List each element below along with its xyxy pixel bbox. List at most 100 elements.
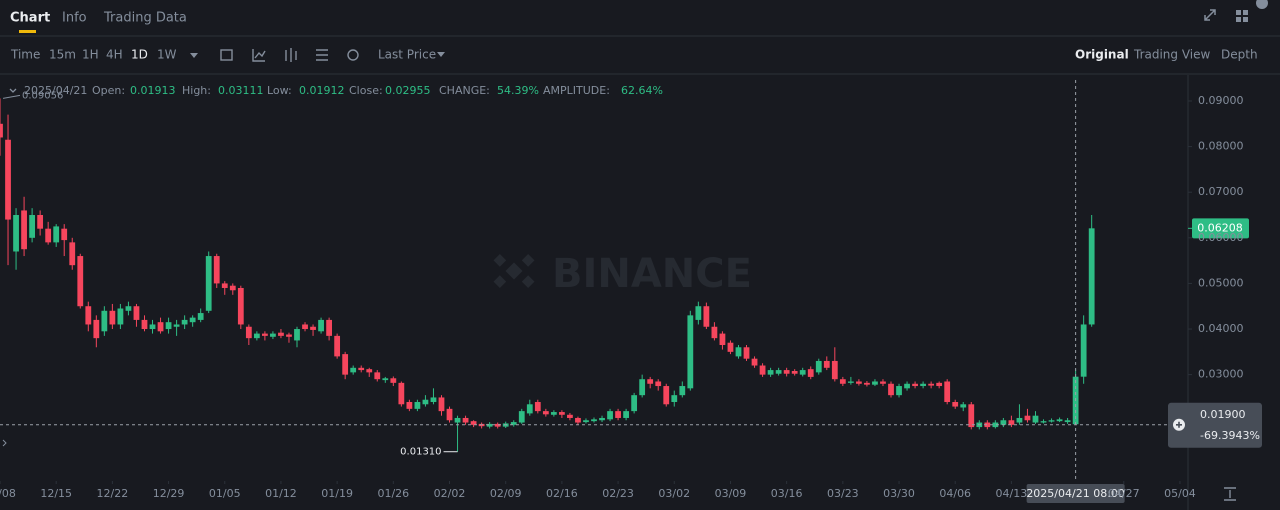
close-icon[interactable]	[1256, 0, 1268, 9]
x-tick-label: 02/23	[602, 487, 634, 500]
y-tick-label: 0.07000	[1198, 185, 1244, 198]
candle-body	[526, 404, 533, 414]
x-tick-label: 03/02	[658, 487, 690, 500]
x-tick-label: 03/16	[771, 487, 803, 500]
layout-icon[interactable]	[1236, 10, 1248, 22]
more-intervals[interactable]	[190, 53, 198, 58]
view-tab[interactable]: Depth	[1221, 48, 1258, 62]
header-label: CHANGE:	[439, 84, 490, 97]
interval[interactable]: 1W	[157, 48, 177, 62]
header-value: 0.01913	[130, 84, 176, 97]
candle-body	[93, 319, 100, 339]
candle-body	[1080, 324, 1087, 377]
candle-body	[1040, 421, 1047, 423]
header-value: 62.64%	[621, 84, 663, 97]
candle-body	[1056, 419, 1063, 422]
indicator-icon[interactable]	[252, 49, 266, 62]
candle-body	[253, 333, 260, 339]
candle-body	[462, 417, 469, 423]
x-tick-label: 12/22	[97, 487, 129, 500]
last-price: 0.06208	[1197, 221, 1243, 234]
add-alert-plus	[1176, 421, 1182, 428]
candle-body	[920, 383, 926, 387]
candle-body	[117, 308, 124, 325]
candle-body	[510, 422, 517, 425]
candle-body	[936, 382, 943, 387]
candle-body	[1048, 420, 1055, 422]
x-tick-label: 03/09	[715, 487, 747, 500]
candle-body	[486, 423, 493, 427]
candle-body	[775, 370, 782, 374]
side-toggle[interactable]	[2, 439, 7, 447]
candle-body	[1088, 228, 1095, 325]
chart-type-icon[interactable]	[285, 48, 297, 62]
candle-body	[944, 381, 951, 403]
collapse-icon[interactable]	[9, 88, 17, 93]
candle-body	[318, 319, 324, 332]
candle-body	[751, 358, 758, 366]
candle-body	[671, 395, 678, 403]
x-tick-label: 12/15	[40, 487, 72, 500]
calendar-icon[interactable]	[220, 49, 233, 61]
candle-body	[390, 378, 397, 383]
candle-body	[326, 319, 332, 336]
plot	[0, 98, 1095, 452]
candle-body	[759, 365, 766, 375]
candle-body	[912, 383, 918, 387]
tab[interactable]: Chart	[10, 11, 50, 26]
candle-body	[663, 386, 670, 405]
candle-body	[53, 226, 60, 243]
interval-bar: Time 15m 1H 4H 1D 1W	[10, 48, 177, 62]
tab[interactable]: Trading Data	[103, 11, 187, 26]
candle-body	[743, 347, 750, 359]
view-tab[interactable]: Trading View	[1133, 48, 1211, 62]
view-tab[interactable]: Original	[1075, 48, 1129, 62]
candle-body	[823, 360, 830, 368]
candle-body	[446, 408, 453, 421]
candle-body	[615, 411, 621, 418]
candle-body	[173, 324, 180, 327]
candle-body	[599, 417, 605, 421]
interval[interactable]: 4H	[106, 48, 123, 62]
header-label: AMPLITUDE:	[543, 84, 610, 97]
candle-body	[1000, 420, 1007, 425]
candle-body	[679, 386, 686, 396]
candle-body	[358, 367, 365, 371]
candle-body	[125, 306, 132, 311]
template-icon[interactable]	[316, 49, 328, 61]
candle-body	[262, 333, 268, 336]
x-tick-label: 01/12	[265, 487, 297, 500]
x-tick-label: 04/13	[996, 487, 1028, 500]
x-tick-label: 12/29	[153, 487, 185, 500]
price-type-arrow[interactable]	[437, 52, 445, 57]
expand-icon[interactable]	[1204, 9, 1216, 21]
candle-body	[157, 322, 164, 332]
candle-body	[1024, 415, 1031, 421]
interval[interactable]: 15m	[49, 48, 76, 62]
settings-icon[interactable]	[347, 49, 359, 61]
candle-body	[559, 412, 565, 415]
price-type[interactable]: Last Price	[378, 48, 436, 62]
header-value: 0.03111	[218, 84, 264, 97]
interval[interactable]: 1D	[131, 48, 148, 62]
header-value: 0.01912	[299, 84, 345, 97]
candle-body	[928, 383, 935, 386]
candle-body	[687, 315, 694, 389]
candle-body	[141, 319, 148, 330]
candle-body	[952, 402, 959, 407]
tab[interactable]: Info	[62, 11, 87, 26]
crosshair-time: 2025/04/21 08:00	[1026, 487, 1125, 500]
watermark-text: BINANCE	[552, 251, 752, 297]
candle-body	[783, 370, 790, 374]
x-tick-label: 12/08	[0, 487, 16, 500]
candle-body	[1016, 417, 1023, 423]
x-tick-label: 05/04	[1164, 487, 1196, 500]
fit-icon[interactable]	[1224, 487, 1236, 501]
interval[interactable]: 1H	[82, 48, 99, 62]
candle-body	[703, 306, 710, 327]
header-label: High:	[182, 84, 211, 97]
candle-body	[237, 287, 244, 325]
candle-body	[366, 369, 373, 373]
candle-body	[414, 402, 421, 409]
